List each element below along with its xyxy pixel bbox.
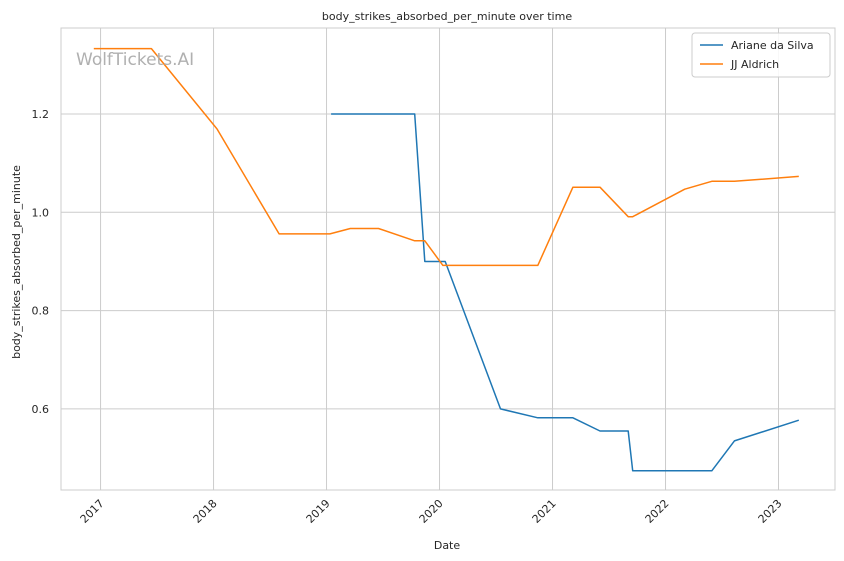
series-line-0 (331, 113, 800, 472)
legend-box (691, 32, 831, 78)
x-tick-label: 2020 (417, 497, 446, 526)
series-lines (93, 47, 800, 472)
plot-area-border (60, 27, 836, 491)
x-tick-label: 2018 (191, 497, 220, 526)
series-line-1 (93, 47, 799, 267)
grid-lines (61, 28, 835, 490)
y-tick-label: 0.6 (32, 403, 50, 416)
legend-label-ariane: Ariane da Silva (731, 39, 814, 52)
x-axis-ticks: 2017 2018 2019 2020 2021 2022 2023 (78, 497, 785, 526)
x-tick-label: 2019 (304, 497, 333, 526)
watermark-text: WolfTickets.AI (76, 50, 194, 70)
y-tick-label: 0.8 (32, 305, 50, 318)
x-tick-label: 2023 (756, 497, 785, 526)
legend: Ariane da Silva JJ Aldrich (691, 32, 831, 78)
x-tick-label: 2021 (530, 497, 559, 526)
y-axis-ticks: 0.6 0.8 1.0 1.2 (32, 108, 50, 416)
chart-title: body_strikes_absorbed_per_minute over ti… (322, 10, 572, 23)
x-tick-label: 2022 (643, 497, 672, 526)
y-tick-label: 1.0 (32, 206, 50, 219)
x-axis-label: Date (434, 539, 461, 552)
legend-label-jj: JJ Aldrich (730, 58, 779, 71)
y-axis-label: body_strikes_absorbed_per_minute (10, 165, 23, 359)
x-tick-label: 2017 (78, 497, 107, 526)
y-tick-label: 1.2 (32, 108, 50, 121)
